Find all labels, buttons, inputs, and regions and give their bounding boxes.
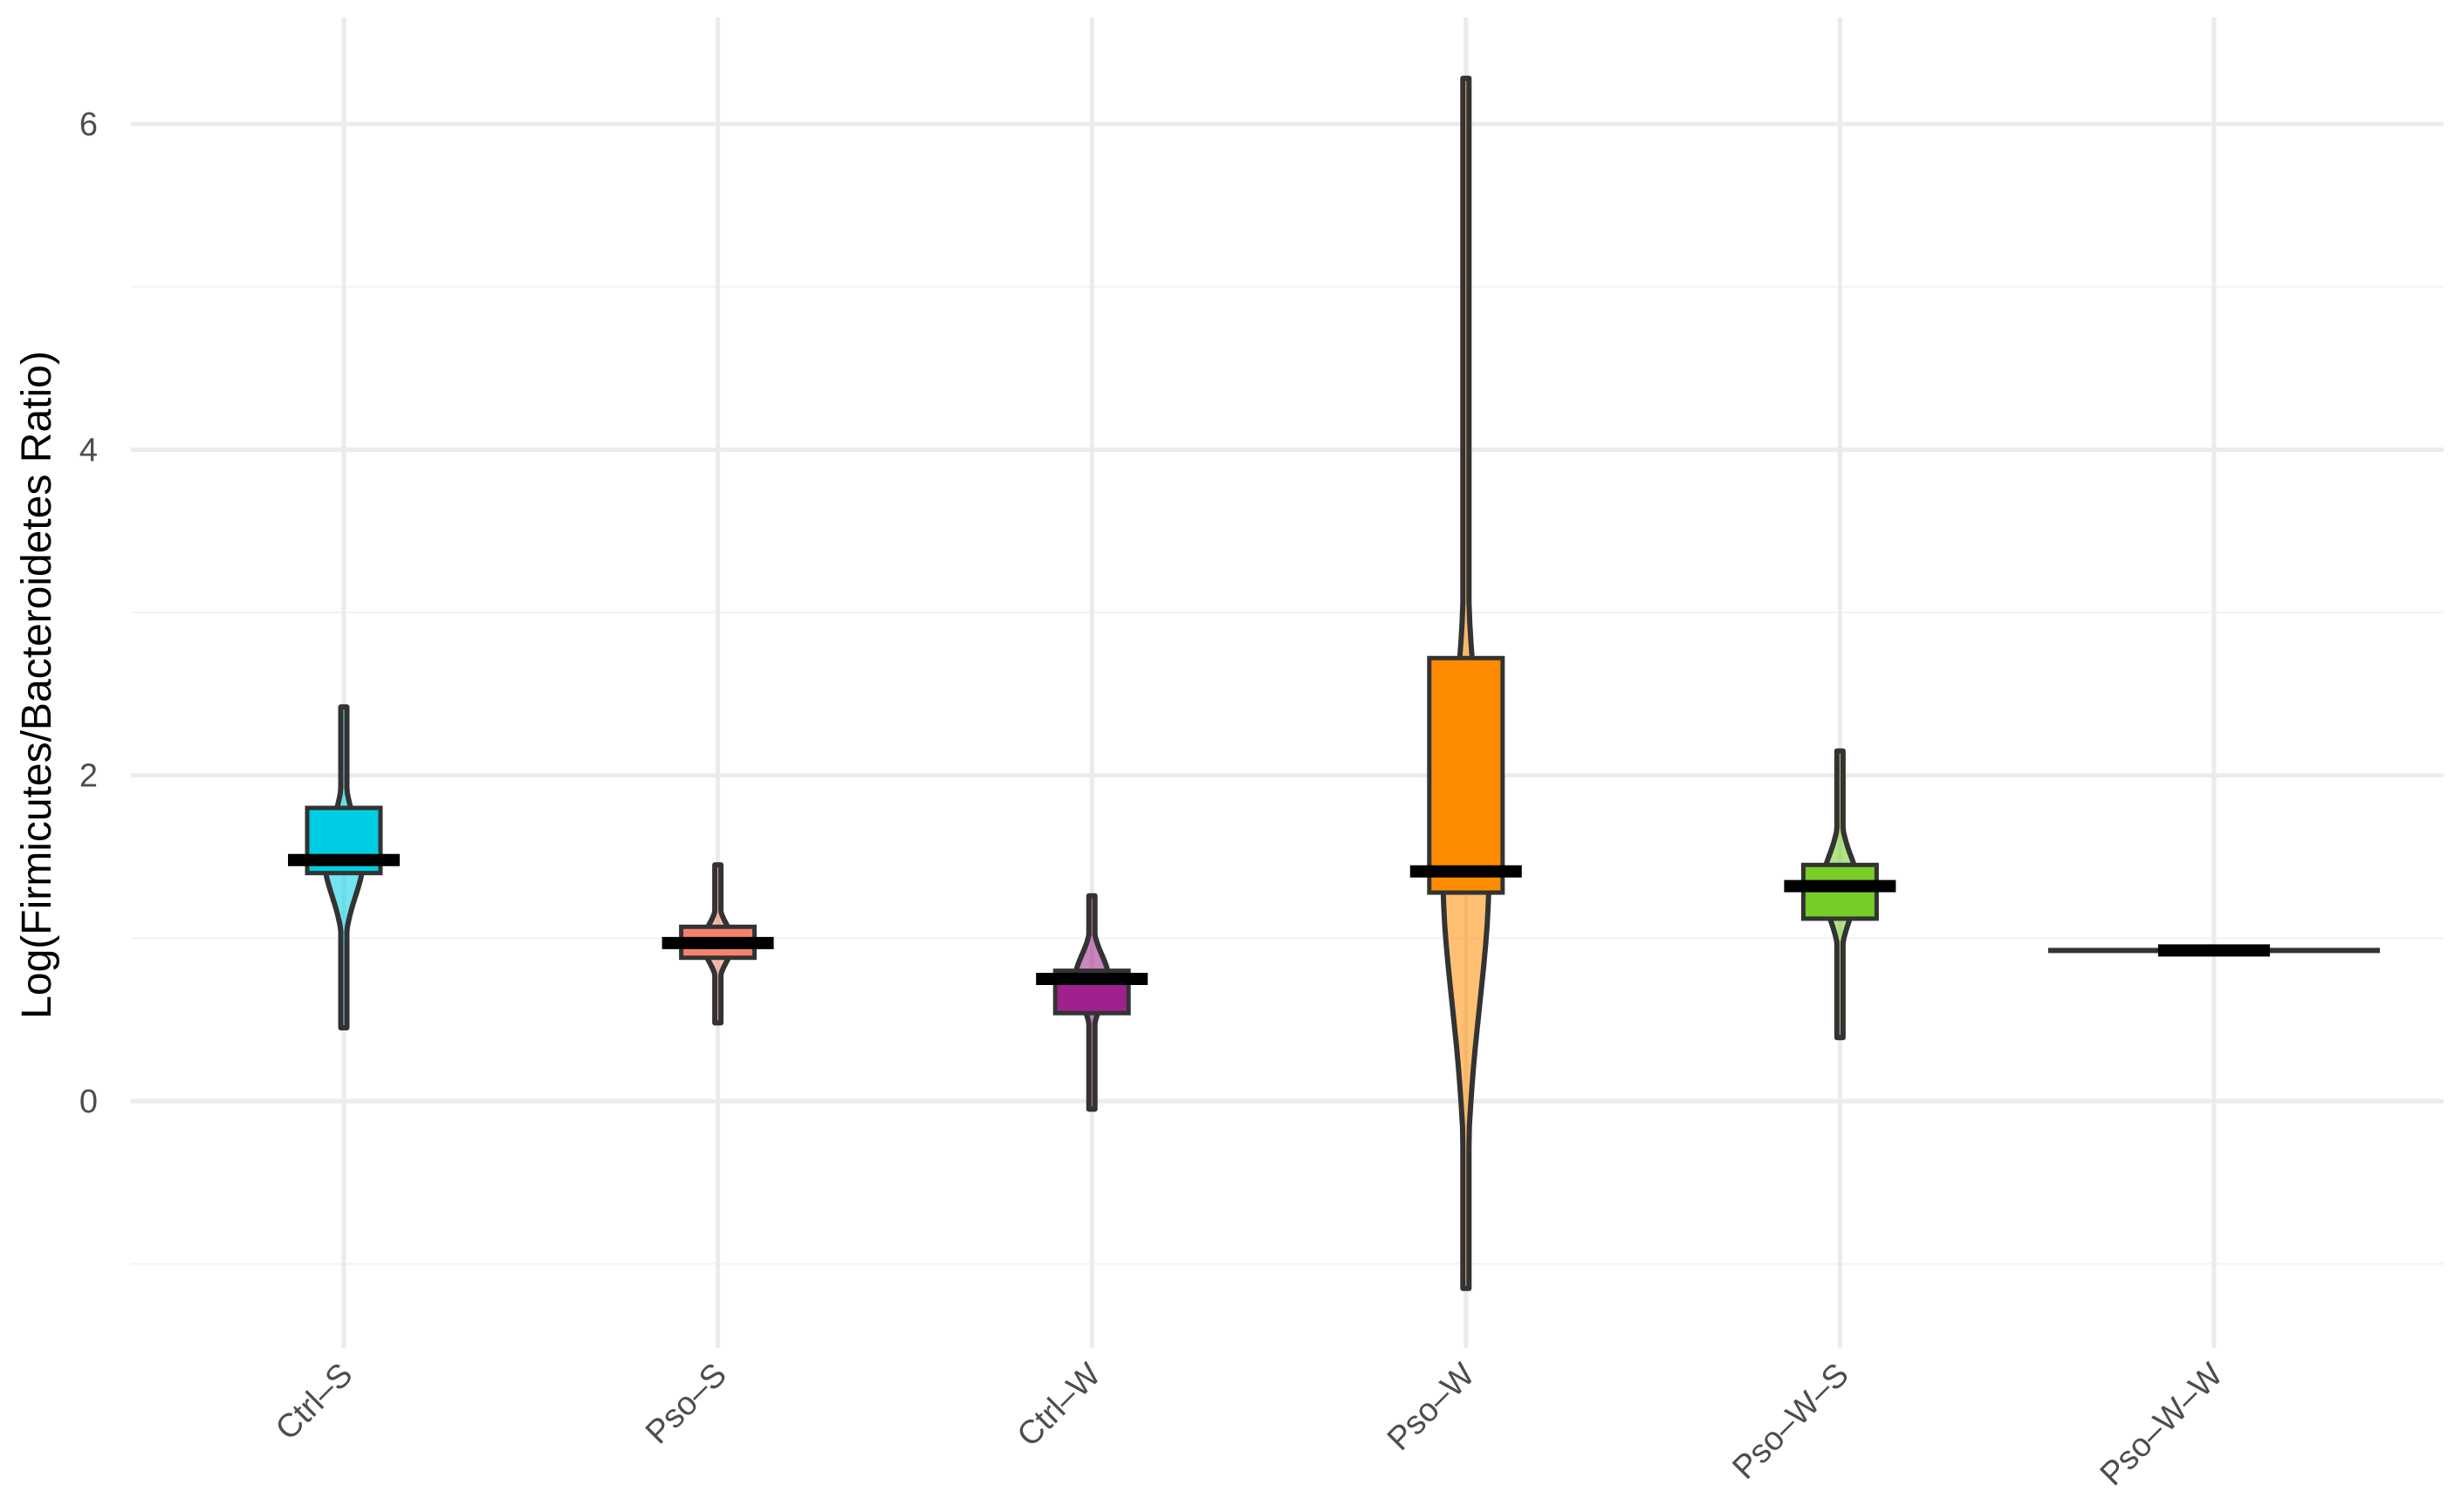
plot-marks — [288, 75, 2380, 1291]
x-tick-label: Pso–S — [639, 1357, 734, 1452]
x-tick-label: Pso–W–S — [1726, 1357, 1856, 1487]
x-tick-label: Ctrl–W — [1011, 1357, 1108, 1454]
violin-group — [661, 862, 774, 1026]
x-tick-label: Pso–W–W — [2094, 1357, 2231, 1494]
x-tick-label: Ctrl–S — [269, 1357, 360, 1447]
violin-group — [1784, 748, 1896, 1041]
y-tick-label: 0 — [79, 1084, 98, 1120]
y-tick-label: 4 — [79, 432, 98, 469]
y-tick-label: 2 — [79, 758, 98, 795]
x-tick-label: Pso–W — [1381, 1357, 1482, 1458]
x-tick-labels: Ctrl–S Pso–S Ctrl–W Pso–W Pso–W–S Pso–W–W — [269, 1357, 2230, 1494]
y-axis-title: Log(Firmicutes/Bacteroidetes Ratio) — [14, 351, 60, 1019]
box — [1427, 655, 1505, 895]
y-tick-label: 6 — [79, 106, 98, 143]
y-tick-labels: 0 2 4 6 — [79, 106, 98, 1120]
violin-group — [2048, 944, 2380, 957]
violin-group — [1409, 75, 1522, 1291]
grid — [131, 17, 2444, 1348]
violin-group — [288, 704, 400, 1030]
violin-group — [1036, 893, 1148, 1112]
